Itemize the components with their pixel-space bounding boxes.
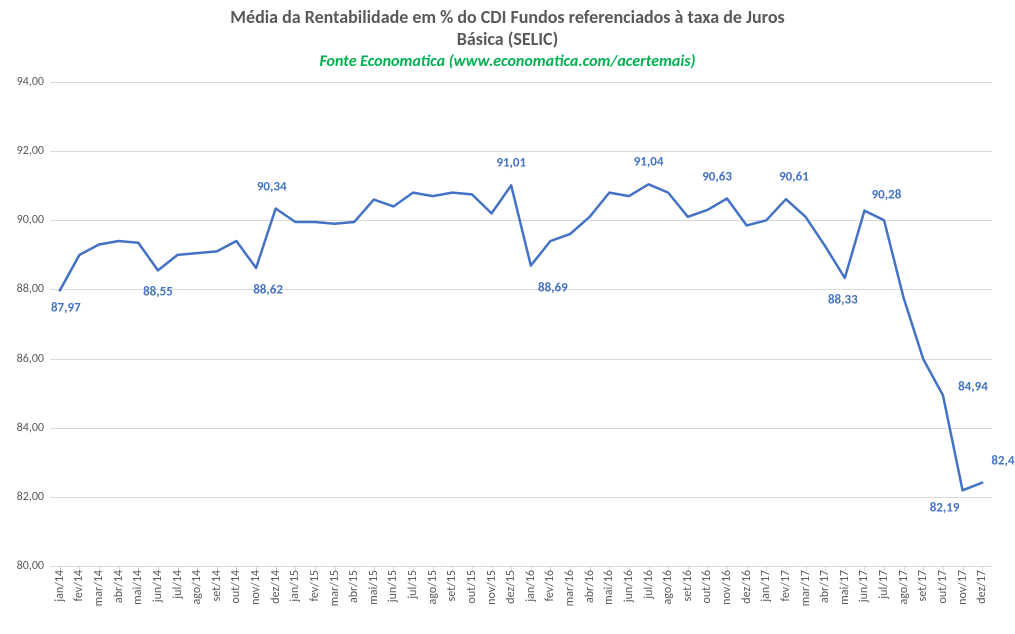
x-tick-label: mai/16 bbox=[602, 570, 616, 605]
x-tick-label: abr/16 bbox=[583, 570, 597, 603]
x-tick-label: set/15 bbox=[445, 570, 459, 601]
data-label: 82,19 bbox=[930, 501, 960, 516]
x-tick-label: jul/15 bbox=[406, 570, 420, 599]
x-tick-label: mai/17 bbox=[838, 570, 852, 605]
x-tick-label: set/14 bbox=[210, 570, 224, 601]
data-label: 88,69 bbox=[538, 280, 568, 295]
x-tick-label: jan/17 bbox=[759, 570, 773, 602]
x-tick-label: jun/16 bbox=[622, 570, 636, 602]
data-label: 90,34 bbox=[257, 179, 287, 194]
x-tick-label: mar/14 bbox=[92, 570, 106, 606]
x-tick-label: jan/15 bbox=[288, 570, 302, 602]
cdi-return-chart: Média da Rentabilidade em % do CDI Fundo… bbox=[0, 0, 1015, 634]
x-tick-label: jun/15 bbox=[386, 570, 400, 602]
x-tick-label: out/14 bbox=[229, 570, 243, 603]
chart-title-line1: Média da Rentabilidade em % do CDI Fundo… bbox=[0, 6, 1015, 28]
x-tick-label: out/15 bbox=[465, 570, 479, 603]
x-tick-label: nov/17 bbox=[956, 570, 970, 605]
y-tick-label: 84,00 bbox=[17, 421, 44, 435]
x-tick-label: dez/15 bbox=[504, 570, 518, 604]
x-tick-label: mar/15 bbox=[328, 570, 342, 606]
data-label: 87,97 bbox=[51, 301, 81, 316]
x-tick-label: mai/14 bbox=[131, 570, 145, 605]
x-tick-label: set/17 bbox=[916, 570, 930, 601]
x-tick-label: nov/15 bbox=[485, 570, 499, 605]
x-tick-label: abr/14 bbox=[112, 570, 126, 603]
data-label: 82,41 bbox=[991, 453, 1015, 468]
data-label: 88,62 bbox=[253, 282, 283, 297]
x-tick-label: abr/15 bbox=[347, 570, 361, 603]
y-tick-label: 80,00 bbox=[17, 559, 44, 573]
x-tick-label: fev/17 bbox=[779, 570, 793, 602]
x-tick-label: fev/16 bbox=[543, 570, 557, 602]
x-tick-label: dez/16 bbox=[740, 570, 754, 604]
y-tick-label: 94,00 bbox=[17, 75, 44, 89]
data-label: 90,28 bbox=[872, 187, 902, 202]
x-tick-label: ago/16 bbox=[661, 570, 675, 604]
data-label: 90,61 bbox=[779, 170, 809, 185]
chart-subtitle: Fonte Economatica (www.economatica.com/a… bbox=[0, 52, 1015, 72]
x-tick-label: fev/15 bbox=[308, 570, 322, 602]
x-tick-label: ago/17 bbox=[897, 570, 911, 604]
x-tick-label: jun/17 bbox=[857, 570, 871, 602]
y-tick-label: 90,00 bbox=[17, 213, 44, 227]
x-tick-label: jul/14 bbox=[171, 570, 185, 599]
x-tick-label: fev/14 bbox=[72, 570, 86, 602]
x-tick-label: jul/16 bbox=[642, 570, 656, 599]
x-tick-label: mai/15 bbox=[367, 570, 381, 605]
x-tick-label: jun/14 bbox=[151, 570, 165, 602]
chart-title-line2: Básica (SELIC) bbox=[0, 28, 1015, 50]
y-tick-label: 86,00 bbox=[17, 352, 44, 366]
data-label: 88,33 bbox=[828, 293, 858, 308]
x-tick-label: jan/16 bbox=[524, 570, 538, 602]
series-line bbox=[50, 82, 992, 566]
x-tick-label: ago/15 bbox=[426, 570, 440, 604]
x-tick-label: nov/16 bbox=[720, 570, 734, 605]
gridline bbox=[50, 566, 992, 567]
x-tick-label: mar/17 bbox=[799, 570, 813, 606]
x-tick-label: ago/14 bbox=[190, 570, 204, 604]
y-tick-label: 92,00 bbox=[17, 144, 44, 158]
x-tick-label: out/16 bbox=[700, 570, 714, 603]
x-tick-label: dez/17 bbox=[975, 570, 989, 604]
y-tick-label: 82,00 bbox=[17, 490, 44, 504]
data-label: 84,94 bbox=[958, 380, 988, 395]
data-label: 90,63 bbox=[702, 169, 732, 184]
data-label: 91,04 bbox=[634, 155, 664, 170]
x-tick-label: mar/16 bbox=[563, 570, 577, 606]
x-tick-label: jan/14 bbox=[53, 570, 67, 602]
plot-area: 80,0082,0084,0086,0088,0090,0092,0094,00… bbox=[50, 82, 992, 566]
data-label: 91,01 bbox=[496, 156, 526, 171]
x-tick-label: jul/17 bbox=[877, 570, 891, 599]
x-tick-label: nov/14 bbox=[249, 570, 263, 605]
x-tick-label: out/17 bbox=[936, 570, 950, 603]
x-tick-label: dez/14 bbox=[269, 570, 283, 604]
x-tick-label: abr/17 bbox=[818, 570, 832, 603]
y-tick-label: 88,00 bbox=[17, 282, 44, 296]
x-tick-label: set/16 bbox=[681, 570, 695, 601]
data-label: 88,55 bbox=[143, 285, 173, 300]
